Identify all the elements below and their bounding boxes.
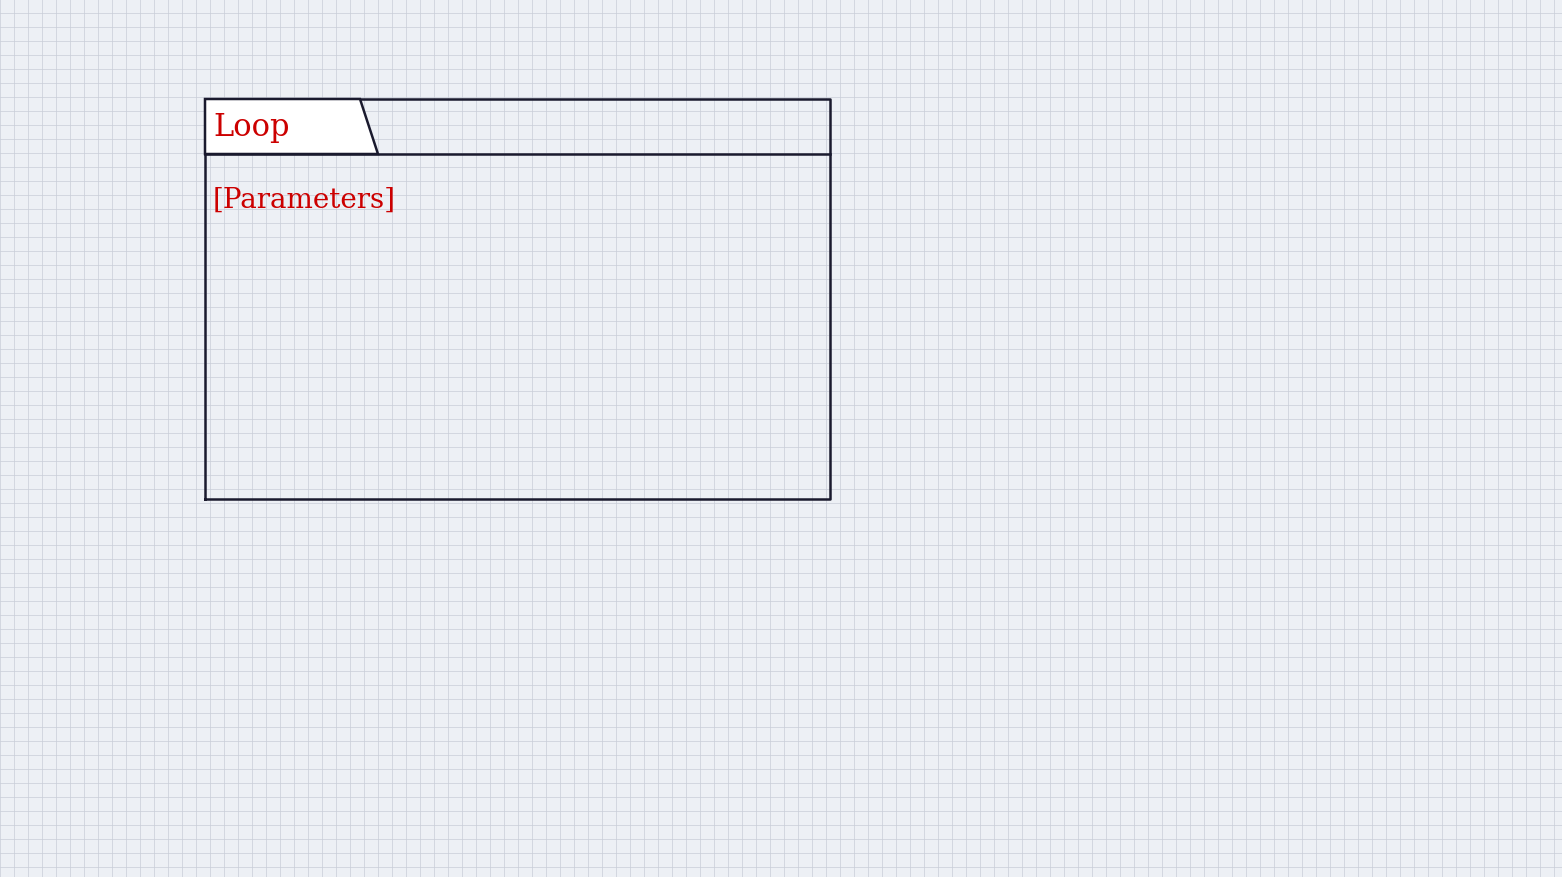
Polygon shape — [205, 100, 378, 155]
Text: Loop: Loop — [212, 112, 289, 143]
Text: [Parameters]: [Parameters] — [212, 186, 397, 213]
